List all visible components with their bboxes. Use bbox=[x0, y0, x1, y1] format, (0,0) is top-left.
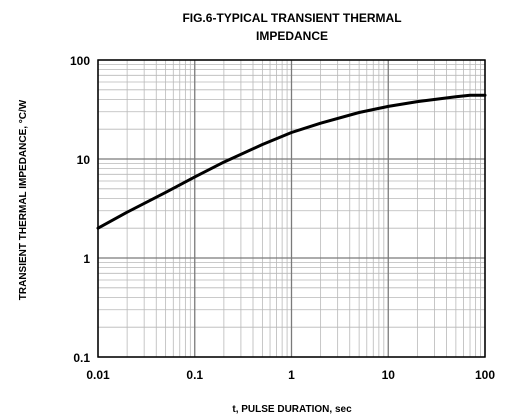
y-tick-label: 10 bbox=[77, 153, 91, 167]
x-tick-label: 0.01 bbox=[86, 368, 110, 382]
chart-title-line1: FIG.6-TYPICAL TRANSIENT THERMAL bbox=[182, 11, 401, 25]
x-axis-label: t, PULSE DURATION, sec bbox=[232, 404, 352, 415]
x-tick-label: 10 bbox=[382, 368, 396, 382]
plot-frame bbox=[97, 59, 486, 358]
x-tick-label: 0.1 bbox=[186, 368, 203, 382]
y-tick-label: 100 bbox=[70, 54, 90, 68]
x-tick-label: 100 bbox=[475, 368, 495, 382]
grid bbox=[97, 59, 486, 358]
series-line bbox=[96, 93, 487, 230]
chart-title-line2: IMPEDANCE bbox=[256, 29, 328, 43]
y-tick-label: 0.1 bbox=[73, 351, 90, 365]
y-axis-label: TRANSIENT THERMAL IMPEDANCE, °C/W bbox=[18, 99, 29, 300]
x-tick-label: 1 bbox=[288, 368, 295, 382]
x-tick-labels: 0.01 0.1 1 10 100 bbox=[86, 368, 495, 382]
series-layer bbox=[96, 93, 487, 230]
y-tick-label: 1 bbox=[83, 252, 90, 266]
y-tick-labels: 0.1 1 10 100 bbox=[70, 54, 90, 365]
